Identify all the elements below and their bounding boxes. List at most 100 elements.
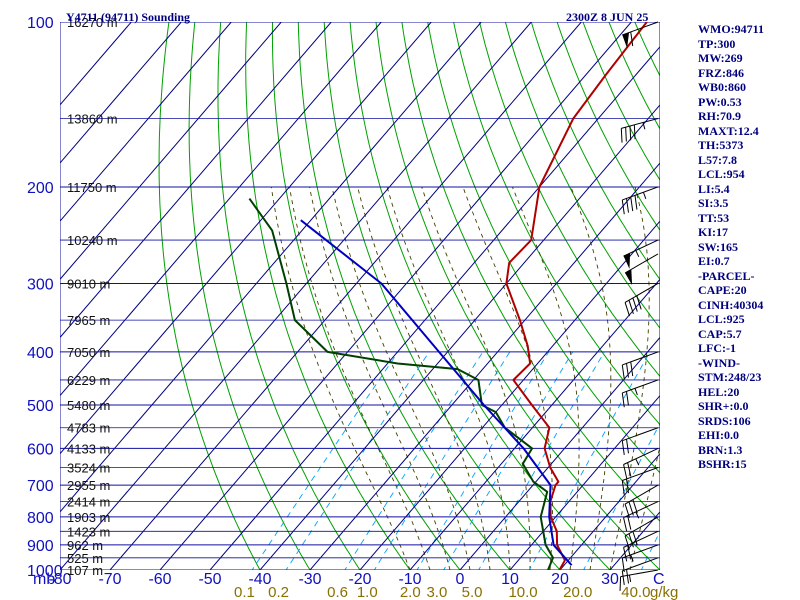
height-label: 7050 m bbox=[67, 345, 110, 360]
wind-barb bbox=[621, 557, 659, 586]
index-item: MAXT:12.4 bbox=[698, 123, 759, 138]
mixing-ratio-label: 0.1 bbox=[234, 584, 255, 600]
index-item: WMO:94711 bbox=[698, 22, 764, 36]
temperature-tick-label: -30 bbox=[298, 571, 321, 588]
isotherm-line bbox=[309, 162, 660, 570]
mixing-ratio-line bbox=[478, 351, 605, 570]
height-label: 5480 m bbox=[67, 398, 110, 413]
wind-barb bbox=[622, 21, 659, 49]
wind-barb bbox=[624, 283, 659, 317]
dry-adiabat-line bbox=[790, 22, 800, 582]
dry-adiabat-line bbox=[453, 22, 660, 426]
isotherm-line bbox=[359, 220, 660, 570]
mixing-ratio-line bbox=[583, 422, 660, 570]
wind-barb bbox=[621, 379, 659, 408]
moist-adiabat-line bbox=[511, 186, 580, 570]
temperature-tick-label: -50 bbox=[198, 571, 221, 588]
index-item: TP:300 bbox=[698, 36, 736, 51]
height-label: 9010 m bbox=[67, 276, 110, 291]
height-label: 6229 m bbox=[67, 373, 110, 388]
index-item: CAP:5.7 bbox=[698, 326, 742, 341]
temperature-tick-label: -80 bbox=[48, 571, 71, 588]
temperature-tick-label: 30 bbox=[601, 571, 619, 588]
mixing-ratio-line bbox=[344, 351, 484, 570]
index-item: LCL:925 bbox=[698, 312, 745, 326]
wind-barb bbox=[623, 447, 659, 479]
indices-list: WMO:94711 TP:300 MW:269 FRZ:846 WB0:860 PW:0.… bbox=[698, 22, 764, 472]
index-item: HEL:20 bbox=[698, 384, 740, 399]
isotherm-line bbox=[209, 45, 660, 570]
height-label: 1903 m bbox=[67, 510, 110, 525]
isotherm-line bbox=[409, 278, 660, 570]
moist-adiabat-line bbox=[357, 186, 491, 570]
dry-adiabat-line bbox=[188, 22, 311, 570]
isotherm-line bbox=[109, 22, 582, 570]
pressure-tick-label: 600 bbox=[27, 441, 54, 458]
moist-adiabat-line bbox=[386, 186, 511, 570]
index-item: TT:53 bbox=[698, 210, 730, 225]
pressure-tick-label: 800 bbox=[27, 510, 54, 527]
moist-adiabat-line bbox=[629, 444, 660, 570]
index-item: EHI:0.0 bbox=[698, 428, 740, 442]
dry-adiabat-line bbox=[217, 22, 361, 570]
temperature-tick-label: 20 bbox=[551, 571, 569, 588]
wind-barb bbox=[624, 253, 659, 286]
temperature-tick-label: 10 bbox=[501, 571, 519, 588]
mixing-ratio-line bbox=[528, 351, 651, 570]
dry-adiabat-line bbox=[582, 22, 660, 182]
temperature-tick-label: -40 bbox=[248, 571, 271, 588]
isotherm-line bbox=[60, 22, 282, 281]
mixing-ratio-label: 20.0 bbox=[563, 584, 592, 600]
index-item: STM:248/23 bbox=[698, 370, 762, 384]
mixing-ratio-label: 3.0 bbox=[426, 584, 447, 600]
temperature-tick-label: 0 bbox=[456, 571, 465, 588]
wind-barb bbox=[621, 467, 659, 495]
chart-title: Y4711 (94711) Sounding bbox=[66, 10, 190, 24]
dry-adiabat-line bbox=[323, 22, 561, 570]
wind-barb bbox=[623, 501, 659, 532]
dry-adiabat-line bbox=[504, 22, 660, 329]
index-item: SRDS:106 bbox=[698, 413, 751, 428]
mixing-ratio-line bbox=[373, 351, 511, 570]
wind-barb bbox=[621, 427, 659, 455]
mixing-ratio-label: 0.2 bbox=[268, 584, 289, 600]
isotherm-line bbox=[60, 22, 232, 222]
temperature-tick-label: -70 bbox=[98, 571, 121, 588]
isotherm-line bbox=[60, 22, 382, 397]
dry-adiabat-line bbox=[530, 22, 660, 281]
mixing-ratio-label: 1.0 bbox=[357, 584, 378, 600]
wind-barb bbox=[620, 118, 659, 143]
index-item: FRZ:846 bbox=[698, 65, 744, 80]
mixing-ratio-label: 0.6 bbox=[327, 584, 348, 600]
dry-adiabat-line bbox=[158, 22, 261, 570]
mixing-ratio-label: 40.0 bbox=[621, 584, 650, 600]
wind-barb bbox=[621, 351, 659, 380]
mixing-ratio-label: 2.0 bbox=[400, 584, 421, 600]
index-item: LFC:-1 bbox=[698, 341, 736, 355]
index-item: BRN:1.3 bbox=[698, 442, 743, 457]
dry-adiabat-line bbox=[764, 22, 800, 582]
index-item: PW:0.53 bbox=[698, 94, 742, 109]
dry-adiabat-line bbox=[349, 22, 611, 570]
index-item: L57:7.8 bbox=[698, 152, 737, 167]
wind-barb bbox=[624, 516, 659, 550]
height-label: 7965 m bbox=[67, 313, 110, 328]
height-label: 13860 m bbox=[67, 111, 118, 126]
isotherm-line bbox=[259, 104, 660, 570]
wind-barb bbox=[621, 186, 659, 215]
chart-time: 2300Z 8 JUN 25 bbox=[566, 10, 648, 24]
height-label: 2955 m bbox=[67, 478, 110, 493]
isotherm-line bbox=[60, 22, 132, 106]
mixing-ratio-line bbox=[416, 351, 550, 570]
pressure-tick-label: 900 bbox=[27, 538, 54, 555]
temperature-tick-label: -10 bbox=[398, 571, 421, 588]
height-label: 3524 m bbox=[67, 460, 110, 475]
isotherm-line bbox=[60, 22, 182, 164]
height-label: 107 m bbox=[67, 563, 103, 578]
dry-adiabat-line bbox=[479, 22, 660, 378]
dry-adiabat-line bbox=[271, 22, 461, 570]
height-label: 525 m bbox=[67, 551, 103, 566]
index-item: EI:0.7 bbox=[698, 254, 730, 268]
wind-barb bbox=[623, 239, 659, 269]
